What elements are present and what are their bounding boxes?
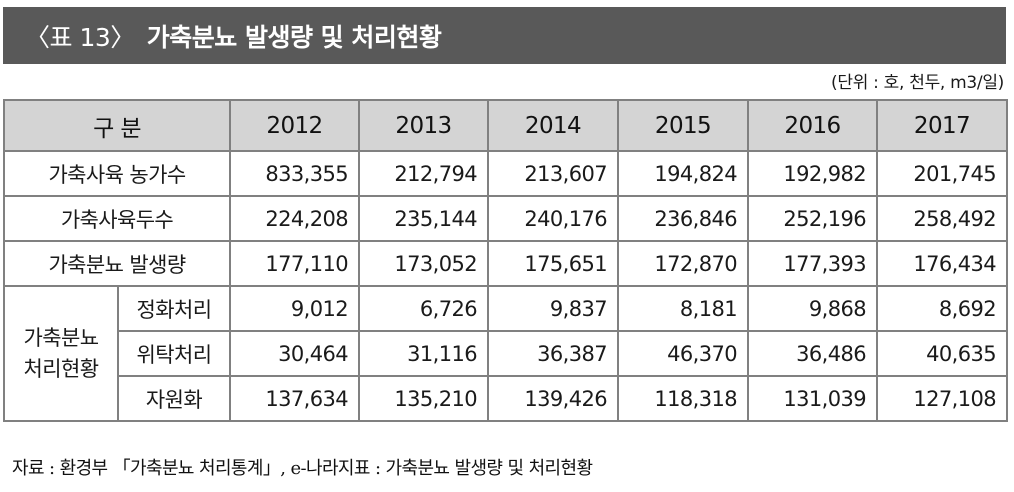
cell-value: 9,868 xyxy=(747,285,878,332)
cell-value: 137,634 xyxy=(229,375,360,422)
cell-value: 194,824 xyxy=(617,150,749,197)
livestock-manure-table: 구 분 2012 2013 2014 2015 2016 2017 가축사육 농… xyxy=(3,99,1008,422)
cell-value: 172,870 xyxy=(617,240,749,287)
cell-value: 192,982 xyxy=(747,150,878,197)
cell-value: 833,355 xyxy=(229,150,360,197)
cell-value: 127,108 xyxy=(876,375,1008,422)
header-row: 구 분 2012 2013 2014 2015 2016 2017 xyxy=(3,99,1008,152)
cell-value: 36,387 xyxy=(487,330,619,377)
cell-value: 236,846 xyxy=(617,195,749,242)
sub-row-label: 정화처리 xyxy=(117,285,231,332)
cell-value: 201,745 xyxy=(876,150,1008,197)
row-label: 가축사육두수 xyxy=(3,195,231,242)
cell-value: 40,635 xyxy=(876,330,1008,377)
cell-value: 224,208 xyxy=(229,195,360,242)
sub-row-label: 위탁처리 xyxy=(117,330,231,377)
table-row: 위탁처리 30,464 31,116 36,387 46,370 36,486 … xyxy=(4,330,1008,377)
cell-value: 8,181 xyxy=(617,285,749,332)
header-year: 2014 xyxy=(487,99,619,152)
group-label: 가축분뇨 처리현황 xyxy=(3,285,119,422)
table-row: 가축분뇨 발생량 177,110 173,052 175,651 172,870… xyxy=(3,240,1008,287)
group-label-line2: 처리현황 xyxy=(23,356,99,381)
cell-value: 240,176 xyxy=(487,195,619,242)
row-label: 가축분뇨 발생량 xyxy=(3,240,231,287)
header-year: 2013 xyxy=(358,99,489,152)
cell-value: 36,486 xyxy=(747,330,878,377)
cell-value: 235,144 xyxy=(358,195,489,242)
table-row: 가축사육 농가수 833,355 212,794 213,607 194,824… xyxy=(3,150,1008,197)
cell-value: 177,393 xyxy=(747,240,878,287)
table-title-bar: 〈표 13〉 가축분뇨 발생량 및 처리현황 xyxy=(3,7,1006,64)
source-note: 자료 : 환경부 「가축분뇨 처리통계」, e-나라지표 : 가축분뇨 발생량 … xyxy=(12,458,593,479)
table-title: 가축분뇨 발생량 및 처리현황 xyxy=(146,22,442,52)
table-row: 가축사육두수 224,208 235,144 240,176 236,846 2… xyxy=(3,195,1008,242)
sub-row-label: 자원화 xyxy=(117,375,231,422)
table-row: 자원화 137,634 135,210 139,426 118,318 131,… xyxy=(4,375,1008,422)
header-year: 2017 xyxy=(876,99,1008,152)
cell-value: 175,651 xyxy=(487,240,619,287)
header-year: 2015 xyxy=(617,99,749,152)
cell-value: 131,039 xyxy=(747,375,878,422)
cell-value: 252,196 xyxy=(747,195,878,242)
cell-value: 177,110 xyxy=(229,240,360,287)
cell-value: 135,210 xyxy=(358,375,489,422)
table-row: 가축분뇨 처리현황 정화처리 9,012 6,726 9,837 8,181 9… xyxy=(3,285,1008,422)
cell-value: 46,370 xyxy=(617,330,749,377)
cell-value: 118,318 xyxy=(617,375,749,422)
cell-value: 213,607 xyxy=(487,150,619,197)
cell-value: 9,012 xyxy=(229,285,360,332)
cell-value: 30,464 xyxy=(229,330,360,377)
cell-value: 258,492 xyxy=(876,195,1008,242)
unit-note: (단위 : 호, 천두, m3/일) xyxy=(831,73,1004,93)
table-number: 〈표 13〉 xyxy=(25,22,135,52)
cell-value: 9,837 xyxy=(487,285,619,332)
group-label-line1: 가축분뇨 xyxy=(23,326,99,351)
header-category: 구 분 xyxy=(3,99,231,152)
cell-value: 8,692 xyxy=(876,285,1008,332)
cell-value: 173,052 xyxy=(358,240,489,287)
row-label: 가축사육 농가수 xyxy=(3,150,231,197)
header-year: 2016 xyxy=(747,99,878,152)
cell-value: 139,426 xyxy=(487,375,619,422)
cell-value: 176,434 xyxy=(876,240,1008,287)
cell-value: 31,116 xyxy=(358,330,489,377)
header-year: 2012 xyxy=(229,99,360,152)
cell-value: 6,726 xyxy=(358,285,489,332)
cell-value: 212,794 xyxy=(358,150,489,197)
